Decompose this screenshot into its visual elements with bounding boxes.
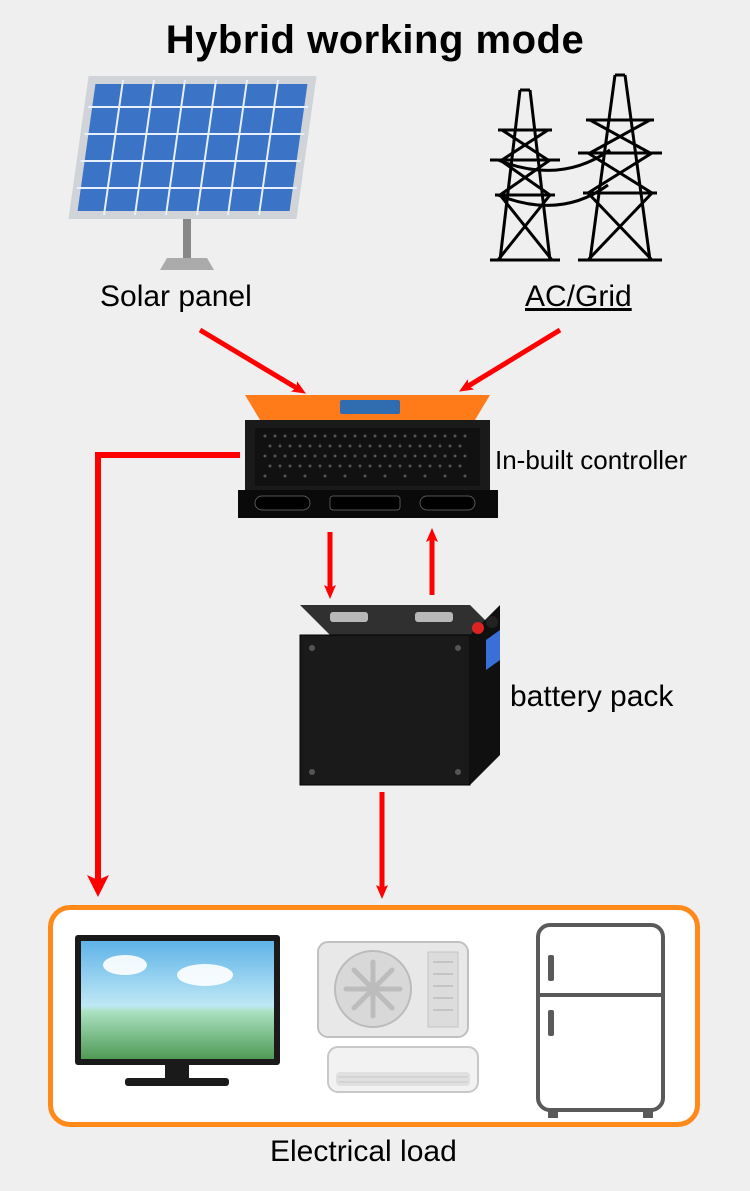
ac-grid-label: AC/Grid: [525, 280, 632, 314]
arrow-solar-to-controller: [200, 330, 300, 390]
ac-unit-icon: [298, 922, 498, 1122]
arrow-controller-to-load: [98, 455, 240, 885]
battery-pack-icon: [300, 605, 500, 785]
solar-panel-icon: [73, 80, 312, 270]
electrical-load-label: Electrical load: [270, 1135, 457, 1169]
tv-icon: [65, 920, 295, 1120]
electrical-load-box: [48, 905, 700, 1127]
controller-label: In-built controller: [495, 445, 687, 476]
ac-grid-icon: [490, 75, 662, 260]
arrow-grid-to-controller: [465, 330, 560, 388]
fridge-icon: [518, 915, 688, 1125]
solar-panel-label: Solar panel: [100, 280, 252, 314]
page-title: Hybrid working mode: [0, 18, 750, 63]
diagram-root: { "title": { "text": "Hybrid working mod…: [0, 0, 750, 1191]
controller-icon: [238, 395, 498, 518]
battery-pack-label: battery pack: [510, 680, 673, 714]
